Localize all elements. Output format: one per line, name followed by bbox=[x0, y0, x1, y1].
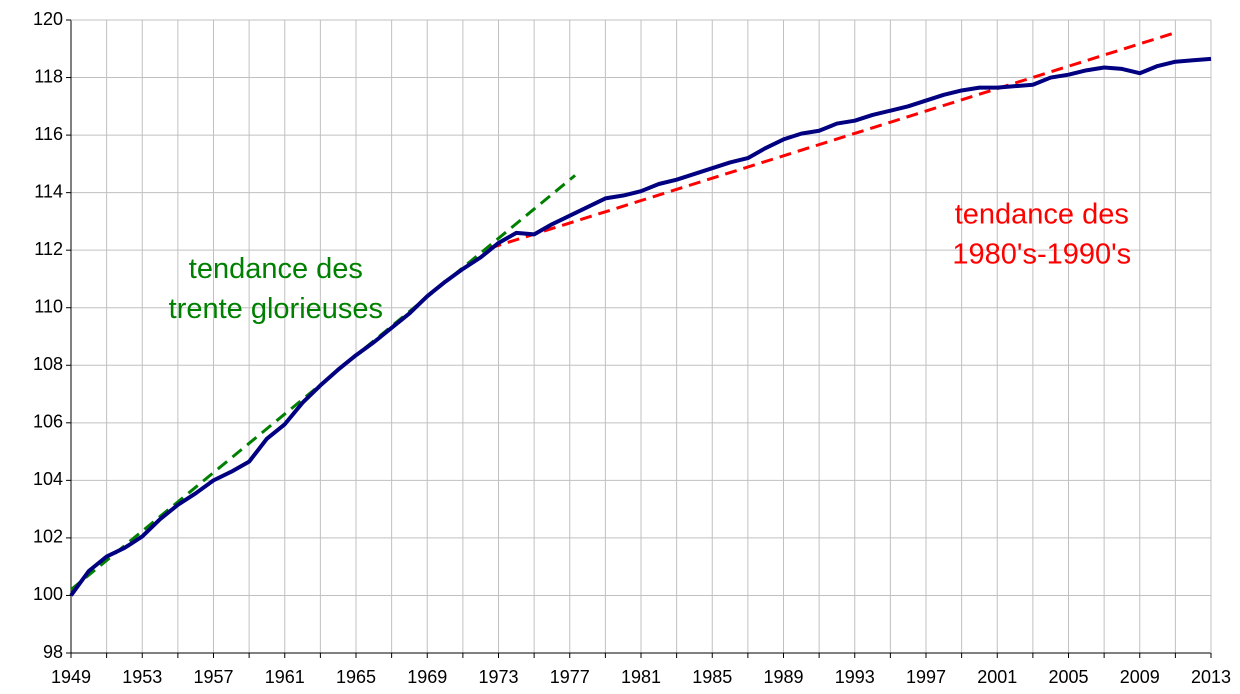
x-tick-label: 1977 bbox=[550, 667, 590, 687]
y-tick-label: 118 bbox=[34, 66, 63, 86]
x-tick-label: 1969 bbox=[407, 667, 447, 687]
x-tick-label: 1981 bbox=[621, 667, 661, 687]
x-tick-label: 1989 bbox=[763, 667, 803, 687]
y-tick-label: 114 bbox=[34, 181, 63, 201]
x-tick-label: 2005 bbox=[1048, 667, 1088, 687]
annotation: 1980's-1990's bbox=[952, 238, 1131, 270]
x-tick-label: 2009 bbox=[1120, 667, 1160, 687]
data-line bbox=[69, 56, 1212, 597]
annotation: tendance des bbox=[189, 253, 363, 285]
x-tick-label: 1953 bbox=[122, 667, 162, 687]
y-tick-label: 102 bbox=[33, 527, 63, 547]
x-tick-label: 1949 bbox=[51, 667, 91, 687]
annotation: trente glorieuses bbox=[169, 293, 383, 325]
annotation: tendance des bbox=[955, 198, 1129, 230]
x-tick-label: 1965 bbox=[336, 667, 376, 687]
x-tick-label: 2013 bbox=[1191, 667, 1231, 687]
y-tick-label: 106 bbox=[33, 412, 63, 432]
x-tick-label: 1973 bbox=[478, 667, 518, 687]
x-tick-label: 1993 bbox=[835, 667, 875, 687]
x-tick-label: 1997 bbox=[906, 667, 946, 687]
trend-line bbox=[489, 30, 1178, 250]
y-tick-label: 104 bbox=[33, 469, 63, 489]
y-tick-label: 100 bbox=[33, 584, 63, 604]
y-tick-label: 98 bbox=[43, 642, 63, 662]
x-tick-label: 1985 bbox=[692, 667, 732, 687]
y-tick-label: 120 bbox=[33, 9, 63, 29]
y-tick-label: 108 bbox=[33, 354, 63, 374]
y-tick-label: 110 bbox=[34, 296, 63, 316]
y-tick-label: 116 bbox=[34, 124, 63, 144]
x-tick-label: 1961 bbox=[265, 667, 305, 687]
x-tick-label: 2001 bbox=[977, 667, 1017, 687]
x-tick-label: 1957 bbox=[193, 667, 233, 687]
y-tick-label: 112 bbox=[34, 239, 63, 259]
